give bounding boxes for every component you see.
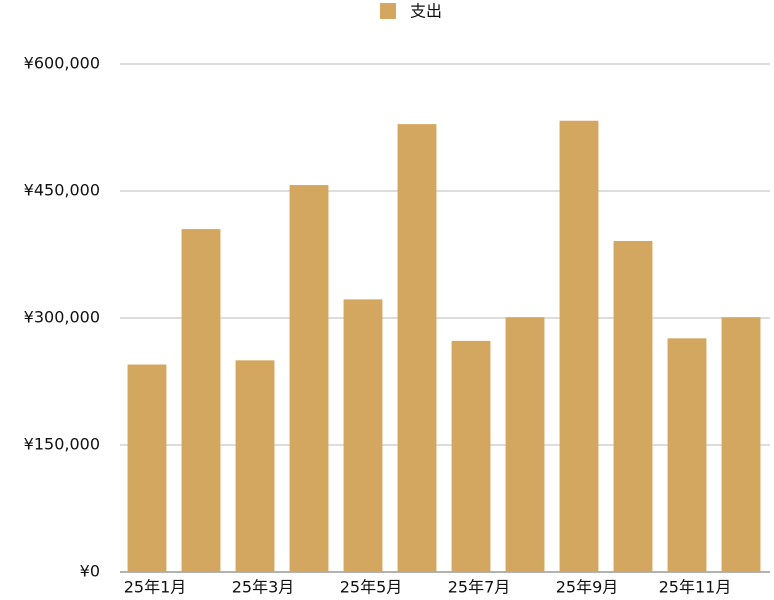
x-tick-label: 25年7月 (448, 578, 511, 597)
bar (397, 124, 437, 572)
x-tick-label: 25年9月 (556, 578, 619, 597)
bar (559, 120, 599, 572)
x-tick-label: 25年1月 (124, 578, 187, 597)
y-tick-label: ¥450,000 (24, 181, 100, 200)
bar (289, 185, 329, 572)
legend-swatch (380, 3, 396, 19)
bar (127, 364, 167, 572)
bar (235, 360, 275, 572)
bar (505, 317, 545, 572)
y-tick-label: ¥150,000 (24, 435, 100, 454)
bar (613, 240, 653, 572)
bar (721, 317, 761, 572)
bar (667, 338, 707, 572)
y-tick-label: ¥0 (80, 562, 100, 581)
bar (343, 299, 383, 572)
y-tick-label: ¥600,000 (24, 54, 100, 73)
x-tick-label: 25年11月 (659, 578, 732, 597)
legend-label: 支出 (410, 2, 442, 21)
x-tick-label: 25年3月 (232, 578, 295, 597)
x-tick-label: 25年5月 (340, 578, 403, 597)
bar (181, 229, 221, 572)
bar (451, 340, 491, 572)
y-tick-label: ¥300,000 (24, 308, 100, 327)
